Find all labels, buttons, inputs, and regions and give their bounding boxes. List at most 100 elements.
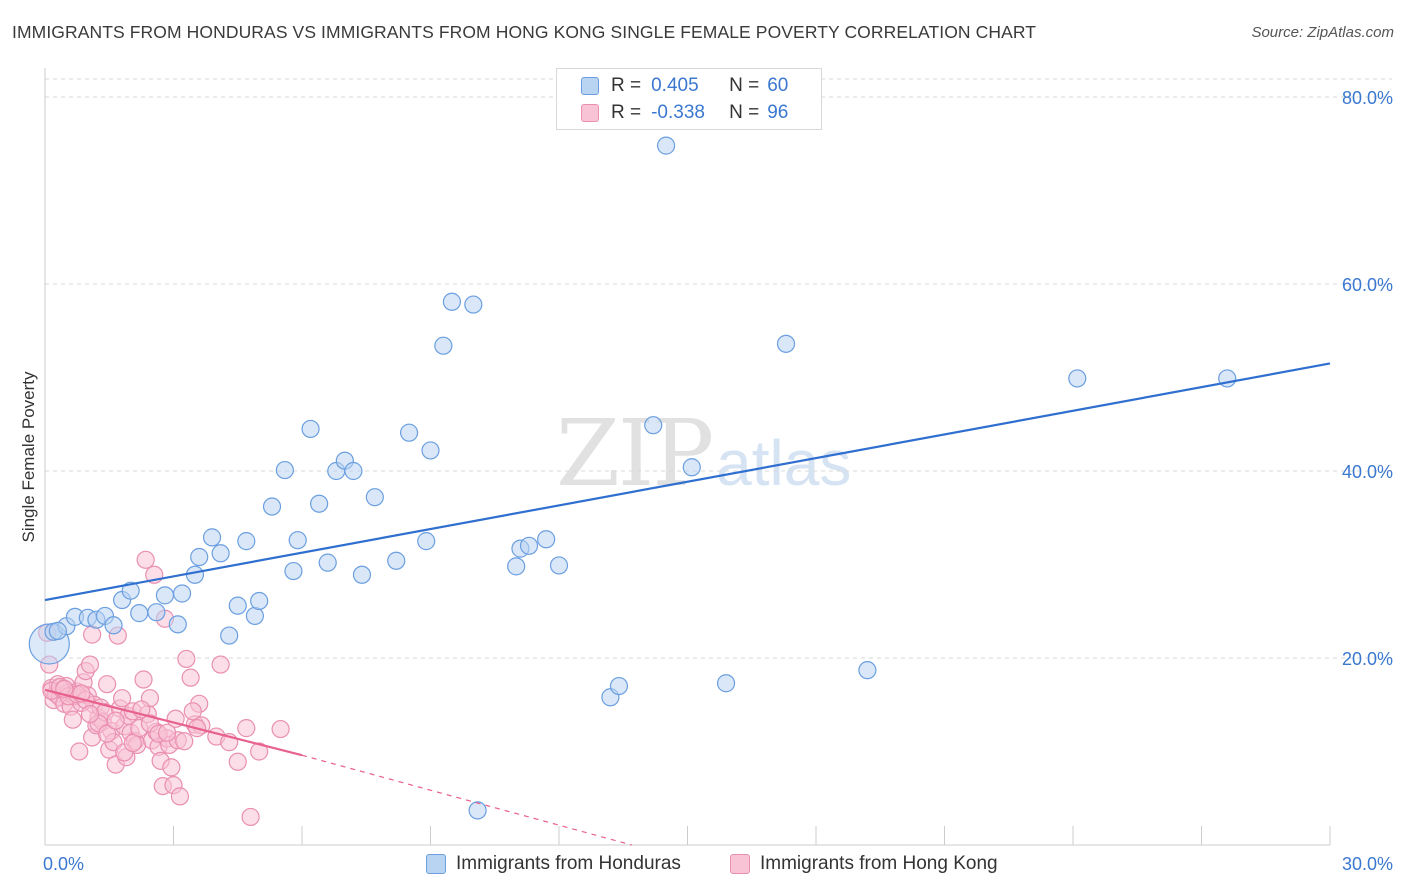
hongkong-point — [63, 710, 82, 729]
grid-layer — [45, 78, 1392, 659]
chart-title: IMMIGRANTS FROM HONDURAS VS IMMIGRANTS F… — [12, 22, 1037, 42]
hongkong-point — [106, 711, 125, 730]
honduras-point — [365, 488, 384, 507]
bottom-legend-label-honduras: Immigrants from Honduras — [456, 853, 681, 874]
honduras-point — [190, 547, 209, 567]
hongkong-point — [136, 550, 155, 569]
honduras-point — [352, 565, 372, 584]
y-tick-label: 20.0% — [1342, 649, 1393, 669]
honduras-point — [344, 461, 363, 481]
honduras-point — [399, 423, 419, 442]
honduras-point — [537, 530, 556, 549]
y-axis-label: Single Female Poverty — [19, 371, 38, 543]
honduras-point — [211, 544, 230, 563]
bottom-legend-swatch-honduras — [426, 854, 446, 874]
hongkong-point — [157, 723, 177, 742]
y-tick-label: 40.0% — [1342, 462, 1393, 482]
honduras-points — [28, 136, 1237, 820]
legend-swatch-honduras — [581, 77, 599, 95]
honduras-point — [245, 606, 264, 626]
bottom-legend-swatch-hongkong — [730, 854, 750, 874]
legend-n-label: N = — [729, 102, 760, 123]
hongkong-point — [175, 732, 194, 751]
honduras-point — [237, 532, 256, 551]
hongkong-point — [80, 704, 100, 724]
honduras-point — [275, 460, 294, 480]
trend-layer — [44, 362, 1331, 846]
honduras-point — [220, 626, 239, 645]
watermark: ZIPatlas — [556, 400, 851, 507]
hongkong-point — [112, 689, 132, 708]
hongkong-point — [98, 675, 117, 694]
honduras-point — [310, 494, 329, 513]
hongkong-point — [134, 670, 153, 689]
legend-r-value-honduras: 0.405 — [651, 75, 699, 96]
hongkong-point — [162, 758, 181, 777]
legend-row-hongkong: R = -0.338 N = 96 — [581, 100, 788, 126]
honduras-point — [48, 621, 67, 640]
hongkong-point — [183, 702, 202, 721]
honduras-point — [776, 334, 796, 353]
y-tick-label: 60.0% — [1342, 275, 1393, 295]
honduras-point — [716, 674, 736, 693]
legend-swatch-hongkong — [581, 104, 599, 122]
honduras-point — [155, 586, 175, 605]
honduras-point — [417, 532, 436, 551]
hongkong-point — [170, 787, 190, 806]
hongkong-trend-line — [44, 688, 303, 757]
honduras-point — [172, 584, 192, 603]
hongkong-point — [123, 733, 142, 753]
honduras-point — [301, 419, 320, 439]
honduras-point — [464, 295, 483, 314]
honduras-point — [442, 292, 462, 311]
legend-r-value-hongkong: -0.338 — [651, 102, 705, 123]
correlation-legend: R = 0.405 N = 60 R = -0.338 N = 96 — [556, 68, 822, 130]
y-tick-label: 80.0% — [1342, 88, 1393, 108]
honduras-point — [288, 531, 307, 550]
x-tick-label: 30.0% — [1342, 854, 1393, 874]
hongkong-point — [80, 655, 100, 674]
tick-labels: 20.0% 40.0% 60.0% 80.0% 0.0% 30.0% — [43, 88, 1393, 874]
honduras-point — [656, 136, 676, 155]
honduras-point — [262, 497, 282, 516]
axis-layer — [44, 68, 1331, 846]
bottom-legend-honduras[interactable]: Immigrants from Honduras — [426, 852, 681, 876]
honduras-point — [130, 604, 149, 623]
honduras-point — [644, 416, 663, 435]
legend-r-label: R = — [611, 75, 642, 96]
honduras-point — [104, 616, 123, 635]
honduras-point — [609, 676, 629, 696]
hongkong-point — [250, 742, 269, 761]
honduras-point — [387, 551, 406, 570]
honduras-point — [284, 561, 303, 581]
honduras-point — [185, 565, 205, 584]
honduras-point — [507, 557, 526, 576]
bottom-legend-label-hongkong: Immigrants from Hong Kong — [760, 853, 998, 874]
hongkong-point — [228, 752, 247, 771]
legend-n-label: N = — [729, 75, 760, 96]
hongkong-points — [38, 550, 290, 827]
hongkong-point — [181, 668, 200, 687]
legend-r-label: R = — [611, 102, 642, 123]
honduras-point — [421, 441, 440, 460]
bottom-legend-hongkong[interactable]: Immigrants from Hong Kong — [730, 852, 998, 876]
legend-row-honduras: R = 0.405 N = 60 — [581, 73, 788, 99]
hongkong-point — [177, 649, 196, 669]
hongkong-point — [211, 655, 230, 674]
honduras-point — [682, 458, 701, 477]
hongkong-point — [98, 724, 117, 743]
chart-source: Source: ZipAtlas.com — [1251, 24, 1394, 41]
hongkong-point — [271, 719, 290, 739]
honduras-point — [318, 553, 337, 572]
honduras-trend-line — [44, 362, 1331, 602]
x-tick-label: 0.0% — [43, 854, 84, 874]
honduras-point — [202, 528, 222, 547]
honduras-point — [121, 581, 140, 600]
honduras-point — [858, 661, 877, 680]
hongkong-point — [70, 742, 89, 761]
hongkong-point — [241, 807, 260, 827]
hongkong-point — [237, 719, 256, 738]
honduras-point — [147, 603, 166, 622]
honduras-point — [250, 591, 269, 611]
